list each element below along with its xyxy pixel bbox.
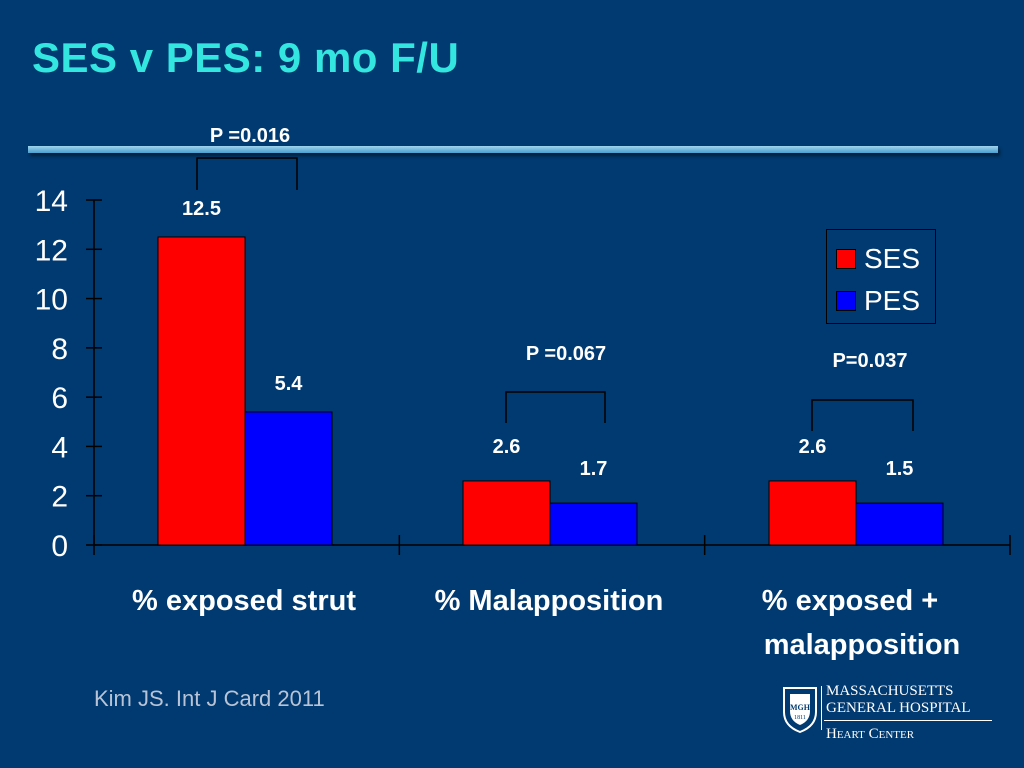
seal-text: MGH [790,703,811,712]
y-tick-label-0: 0 [51,530,68,563]
y-tick-label-8: 8 [51,333,68,366]
bar-pes-0 [244,411,333,546]
title-underline [28,146,998,153]
legend-entry-ses: SES [836,243,920,275]
x-category-label-0: % exposed strut [132,585,356,617]
value-label-ses-1: 2.6 [493,436,521,458]
value-label-ses-2: 2.6 [799,436,827,458]
bar-ses-1 [462,480,551,546]
bar-ses-2 [768,480,857,546]
bar-ses-0 [157,236,246,546]
logo-divider [821,686,822,730]
legend-label-pes: PES [864,285,921,316]
y-tick-label-4: 4 [51,431,68,464]
value-label-pes-0: 5.4 [275,373,304,395]
value-label-pes-2: 1.5 [886,458,914,480]
value-label-ses-0: 12.5 [182,198,221,220]
logo-line2: GENERAL HOSPITAL [826,700,971,716]
x-category-label-1: % Malapposition [435,585,664,617]
x-category-label-2-1: malapposition [764,629,961,661]
logo-line3: Heart Center [826,726,915,742]
y-tick-label-12: 12 [35,234,68,267]
slide-title: SES v PES: 9 mo F/U [32,34,460,81]
significance-bracket-1 [505,391,606,423]
y-tick-label-2: 2 [51,481,68,514]
y-tick-label-10: 10 [35,284,68,317]
legend-swatch-ses [836,249,856,269]
legend-swatch-pes [836,291,856,311]
y-tick-label-14: 14 [35,185,68,218]
seal-year: 1811 [794,715,806,721]
mgh-heart-center-logo: MGH 1811 MASSACHUSETTS GENERAL HOSPITAL … [780,682,995,748]
p-value-label-2: P=0.037 [832,350,907,372]
chart-legend: SES PES [826,229,936,324]
logo-line1: MASSACHUSETTS [826,683,954,699]
p-value-label-1: P =0.067 [526,343,606,365]
citation: Kim JS. Int J Card 2011 [94,686,325,711]
value-label-pes-1: 1.7 [580,458,608,480]
significance-bracket-2 [811,399,914,431]
mgh-shield-icon: MGH 1811 [783,687,817,734]
logo-rule [824,720,992,721]
legend-entry-pes: PES [836,285,920,317]
significance-bracket-0 [196,157,298,190]
bar-pes-1 [549,502,638,546]
legend-label-ses: SES [864,243,921,274]
y-tick-label-6: 6 [51,382,68,415]
x-category-label-2-0: % exposed + [762,585,939,617]
p-value-label-0: P =0.016 [210,125,290,147]
bar-pes-2 [855,502,944,546]
